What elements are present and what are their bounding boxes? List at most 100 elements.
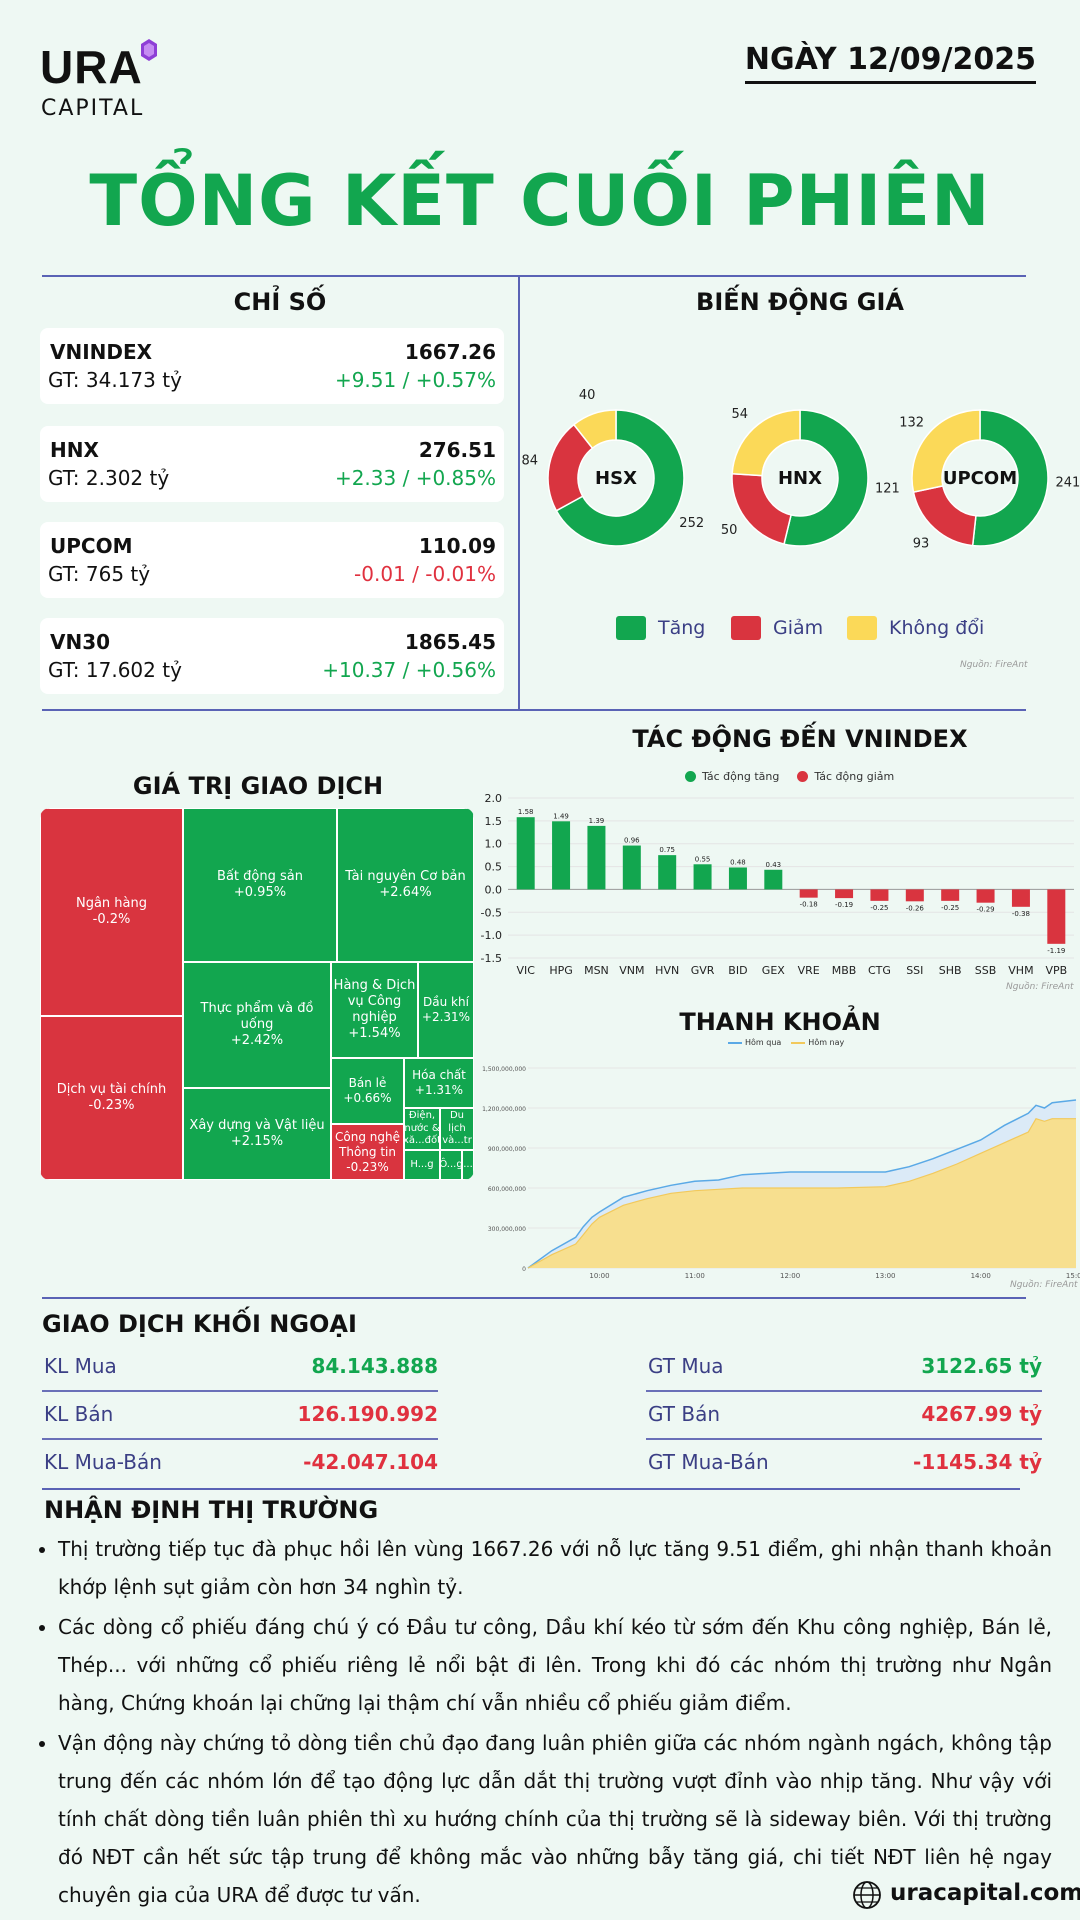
x-tick-label: GEX <box>762 964 785 977</box>
liquidity-heading: THANH KHOẢN <box>679 1008 881 1036</box>
x-tick-label: VHM <box>1008 964 1033 977</box>
treemap-cell-text: Ngân hàng -0.2% <box>76 896 147 929</box>
impact-chart: 2.0 1.5 1.0 0.5 0.0 -0.5 -1.0 -1.5 1.58 VIC 1.49 HP… <box>481 792 1074 977</box>
divider <box>42 709 1026 711</box>
donut-slice <box>555 409 685 547</box>
impact-heading: TÁC ĐỘNG ĐẾN VNINDEX <box>632 725 968 753</box>
donut-value-label: 40 <box>579 388 596 403</box>
cell-change: +2.15% <box>230 1134 284 1149</box>
cell-label: Thực phẩm và đồ uống <box>200 1000 314 1032</box>
legend-down: Giảm <box>731 616 847 640</box>
treemap-cell-text: Ô...g <box>440 1158 462 1172</box>
cell-label: Hàng & Dịch vụ Công nghiệp <box>333 977 416 1026</box>
x-tick-label: BID <box>728 964 747 977</box>
outlook-heading: NHẬN ĐỊNH THỊ TRƯỜNG <box>44 1496 379 1524</box>
donut-value-label: 50 <box>721 523 738 538</box>
treemap-cell: Du lịch và...tr <box>440 1108 474 1150</box>
x-tick-label: VIC <box>516 964 535 977</box>
indices-heading: CHỈ SỐ <box>233 288 327 316</box>
bar-value-label: -0.26 <box>906 904 925 912</box>
y-tick-label: -1.0 <box>481 929 502 942</box>
gem-icon <box>141 39 157 61</box>
x-tick-label: MBB <box>832 964 857 977</box>
treemap-cell-text: H...g <box>410 1159 433 1172</box>
index-value: 1865.45 <box>404 630 496 654</box>
foreign-value: -1145.34 tỷ <box>913 1450 1042 1474</box>
y-tick-label: 1,200,000,000 <box>482 1106 526 1113</box>
impact-legend: Tác động tăng Tác động giảm <box>685 770 894 783</box>
treemap-cell-text: Điện, nước & xă...đốt <box>404 1110 440 1148</box>
foreign-label: KL Bán <box>44 1402 114 1426</box>
cell-label: Điện, nước & xă...đốt <box>404 1110 440 1147</box>
legend-label: Hôm nay <box>808 1038 845 1047</box>
cell-label: Tài nguyên Cơ bản <box>345 868 466 884</box>
x-tick-label: VRE <box>798 964 820 977</box>
foreign-row: GT Mua-Bán -1145.34 tỷ <box>646 1446 1042 1488</box>
bar-value-label: -0.29 <box>977 906 995 914</box>
bar <box>693 864 712 890</box>
report-date: NGÀY 12/09/2025 <box>744 42 1036 84</box>
foreign-label: GT Mua <box>648 1354 724 1378</box>
page-title: TỔNG KẾT CUỐI PHIÊN <box>89 160 991 242</box>
treemap-cell-text: Công nghệ Thông tin -0.23% <box>332 1130 403 1175</box>
foreign-label: GT Mua-Bán <box>648 1450 769 1474</box>
x-tick-label: CTG <box>868 964 891 977</box>
legend-label: Không đổi <box>889 617 985 639</box>
website-link[interactable]: uracapital.com <box>890 1880 1080 1906</box>
index-name: VN30 <box>50 630 111 654</box>
donut-center-label: HNX <box>778 468 822 489</box>
source-note: Nguồn: FireAnt <box>960 660 1028 670</box>
x-tick-label: HPG <box>549 964 572 977</box>
index-name: VNINDEX <box>50 340 153 364</box>
legend-flat: Không đổi <box>847 616 984 640</box>
index-volume: GT: 34.173 tỷ <box>48 368 182 392</box>
treemap-heading: GIÁ TRỊ GIAO DỊCH <box>132 772 384 800</box>
treemap-cell: Điện, nước & xă...đốt <box>404 1108 440 1150</box>
treemap-cell-text: Dịch vụ tài chính -0.23% <box>57 1082 167 1115</box>
bar <box>728 867 747 890</box>
bar-value-label: 0.55 <box>695 855 711 863</box>
treemap-cell: Ô...g <box>440 1150 462 1180</box>
treemap-cell-text: Hàng & Dịch vụ Công nghiệp +1.54% <box>332 978 417 1043</box>
cell-label: ... <box>463 1158 473 1170</box>
treemap-cell-text: Hóa chất +1.31% <box>412 1068 466 1098</box>
cell-label: Ngân hàng <box>75 895 147 911</box>
donut-slice <box>731 409 801 477</box>
y-tick-label: 300,000,000 <box>488 1226 526 1233</box>
treemap-cell: Bán lẻ +0.66% <box>331 1058 404 1124</box>
foreign-label: GT Bán <box>648 1402 721 1426</box>
bar <box>835 889 854 899</box>
x-tick-label: 15:00 <box>1066 1272 1080 1280</box>
foreign-label: KL Mua <box>44 1354 117 1378</box>
donut-legend: Tăng Giảm Không đổi <box>616 616 984 640</box>
donut-slice <box>572 409 617 450</box>
brand-sub: CAPITAL <box>41 96 145 121</box>
y-tick-label: 1,500,000,000 <box>482 1066 526 1073</box>
bar <box>905 889 924 902</box>
y-tick-label: 600,000,000 <box>488 1186 526 1193</box>
line-prev <box>527 1099 1077 1269</box>
x-tick-label: SHB <box>939 964 962 977</box>
legend-swatch <box>731 616 761 640</box>
donut-charts: 252 84 40 HSX 121 50 54 HNX 241 93 132 UPCOM <box>521 388 1080 551</box>
donut-value-label: 54 <box>731 407 748 422</box>
index-change: +2.33 / +0.85% <box>334 466 496 490</box>
legend-down: Tác động giảm <box>797 770 894 783</box>
treemap-cell: Hóa chất +1.31% <box>404 1058 474 1108</box>
donut-slice <box>911 409 981 493</box>
globe-icon <box>853 1881 881 1909</box>
cell-label: Hóa chất <box>412 1068 466 1082</box>
legend-swatch <box>616 616 646 640</box>
legend-up: Tác động tăng <box>685 770 779 783</box>
bar-value-label: 1.49 <box>553 812 569 820</box>
bar-value-label: -0.25 <box>870 904 888 912</box>
treemap-cell: Xây dựng và Vật liệu +2.15% <box>183 1088 331 1180</box>
legend-swatch <box>847 616 877 640</box>
cell-label: Ô...g <box>440 1158 462 1170</box>
legend-label: Tác động tăng <box>702 770 780 783</box>
treemap-cell: Bất động sản +0.95% <box>183 808 337 962</box>
cell-change: +0.95% <box>233 885 287 900</box>
foreign-row: KL Mua-Bán -42.047.104 <box>42 1446 438 1488</box>
bar <box>1011 889 1030 907</box>
treemap-cell-text: Dầu khí +2.31% <box>422 995 470 1025</box>
